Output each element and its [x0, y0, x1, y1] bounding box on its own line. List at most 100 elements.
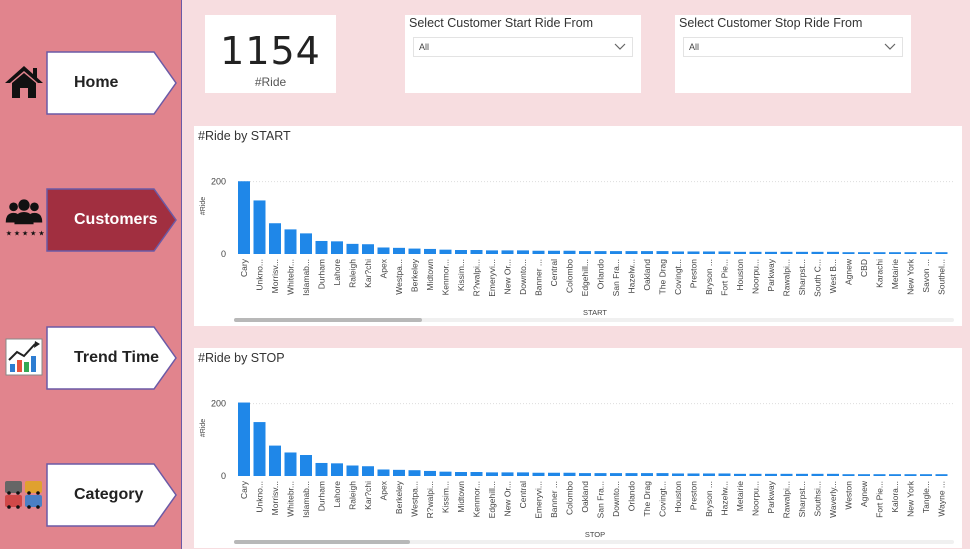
bar[interactable]: [486, 472, 498, 476]
bar[interactable]: [563, 472, 576, 476]
bar[interactable]: [610, 473, 622, 476]
bar[interactable]: [393, 469, 405, 476]
bar[interactable]: [594, 251, 607, 254]
bar[interactable]: [656, 251, 669, 254]
bar[interactable]: [703, 251, 715, 254]
bar[interactable]: [687, 473, 700, 476]
bar[interactable]: [362, 466, 374, 476]
bar[interactable]: [331, 241, 343, 254]
bar[interactable]: [517, 250, 529, 254]
bar[interactable]: [439, 471, 452, 476]
bar[interactable]: [889, 252, 901, 254]
bar[interactable]: [284, 452, 297, 476]
sidebar-item-customers[interactable]: ★ ★ ★ ★ ★ Customers: [0, 188, 182, 254]
bar[interactable]: [873, 474, 886, 476]
bar[interactable]: [842, 252, 855, 254]
bar[interactable]: [718, 251, 731, 254]
bar[interactable]: [563, 250, 576, 254]
bar[interactable]: [625, 473, 638, 476]
bar[interactable]: [703, 473, 715, 476]
bar[interactable]: [780, 251, 793, 254]
scrollbar-thumb[interactable]: [234, 318, 422, 322]
scrollbar-thumb[interactable]: [234, 540, 410, 544]
bar[interactable]: [269, 445, 281, 476]
bar[interactable]: [641, 251, 653, 254]
bar[interactable]: [687, 251, 700, 254]
bar[interactable]: [594, 473, 607, 476]
bar[interactable]: [904, 474, 917, 476]
bar[interactable]: [408, 470, 421, 476]
bar[interactable]: [393, 247, 405, 254]
bar[interactable]: [439, 249, 452, 254]
bar[interactable]: [796, 473, 808, 476]
bar[interactable]: [718, 473, 731, 476]
bar[interactable]: [765, 473, 777, 476]
bar[interactable]: [811, 473, 824, 476]
bar[interactable]: [656, 473, 669, 476]
bar[interactable]: [842, 474, 855, 476]
bar[interactable]: [749, 473, 762, 476]
bar[interactable]: [300, 455, 312, 476]
bar[interactable]: [238, 402, 250, 476]
bar[interactable]: [455, 250, 467, 254]
stop-ride-dropdown[interactable]: All: [683, 37, 903, 57]
bar[interactable]: [904, 252, 917, 254]
bar[interactable]: [858, 474, 870, 476]
bar[interactable]: [734, 251, 746, 254]
bar[interactable]: [315, 462, 328, 476]
bar[interactable]: [672, 251, 684, 254]
bar[interactable]: [610, 251, 622, 254]
bar[interactable]: [749, 251, 762, 254]
bar[interactable]: [920, 252, 932, 254]
sidebar-item-trend-time[interactable]: Trend Time: [0, 326, 182, 392]
bar[interactable]: [827, 473, 839, 476]
bar[interactable]: [796, 251, 808, 254]
bar[interactable]: [424, 470, 436, 476]
bar[interactable]: [362, 244, 374, 254]
bar[interactable]: [579, 251, 591, 254]
bar[interactable]: [253, 200, 266, 254]
bar[interactable]: [532, 250, 545, 254]
bar[interactable]: [532, 472, 545, 476]
bar[interactable]: [827, 251, 839, 254]
bar[interactable]: [811, 251, 824, 254]
bar[interactable]: [424, 248, 436, 254]
bar[interactable]: [455, 472, 467, 476]
bar[interactable]: [377, 247, 390, 254]
bar[interactable]: [548, 250, 560, 254]
bar[interactable]: [470, 472, 483, 476]
bar[interactable]: [734, 473, 746, 476]
scrollbar-track[interactable]: [234, 540, 954, 544]
bar[interactable]: [470, 250, 483, 254]
bar[interactable]: [408, 248, 421, 254]
bar[interactable]: [672, 473, 684, 476]
bar[interactable]: [253, 422, 266, 476]
sidebar-item-category[interactable]: Category: [0, 463, 182, 529]
bar[interactable]: [858, 252, 870, 254]
bar[interactable]: [501, 250, 514, 254]
sidebar-item-home[interactable]: Home: [0, 51, 182, 117]
bar[interactable]: [377, 469, 390, 476]
bar[interactable]: [873, 252, 886, 254]
start-ride-dropdown[interactable]: All: [413, 37, 633, 57]
bar[interactable]: [501, 472, 514, 476]
bar[interactable]: [889, 474, 901, 476]
bar[interactable]: [269, 223, 281, 254]
bar[interactable]: [300, 233, 312, 254]
bar[interactable]: [284, 229, 297, 254]
bar[interactable]: [486, 250, 498, 254]
bar[interactable]: [935, 474, 948, 476]
bar[interactable]: [920, 474, 932, 476]
bar[interactable]: [641, 473, 653, 476]
bar[interactable]: [548, 472, 560, 476]
bar[interactable]: [346, 243, 359, 254]
bar[interactable]: [625, 251, 638, 254]
bar[interactable]: [238, 181, 250, 254]
bar[interactable]: [780, 473, 793, 476]
bar[interactable]: [346, 465, 359, 476]
bar[interactable]: [935, 252, 948, 254]
bar[interactable]: [315, 240, 328, 254]
bar[interactable]: [765, 251, 777, 254]
bar[interactable]: [517, 472, 529, 476]
bar[interactable]: [331, 463, 343, 476]
